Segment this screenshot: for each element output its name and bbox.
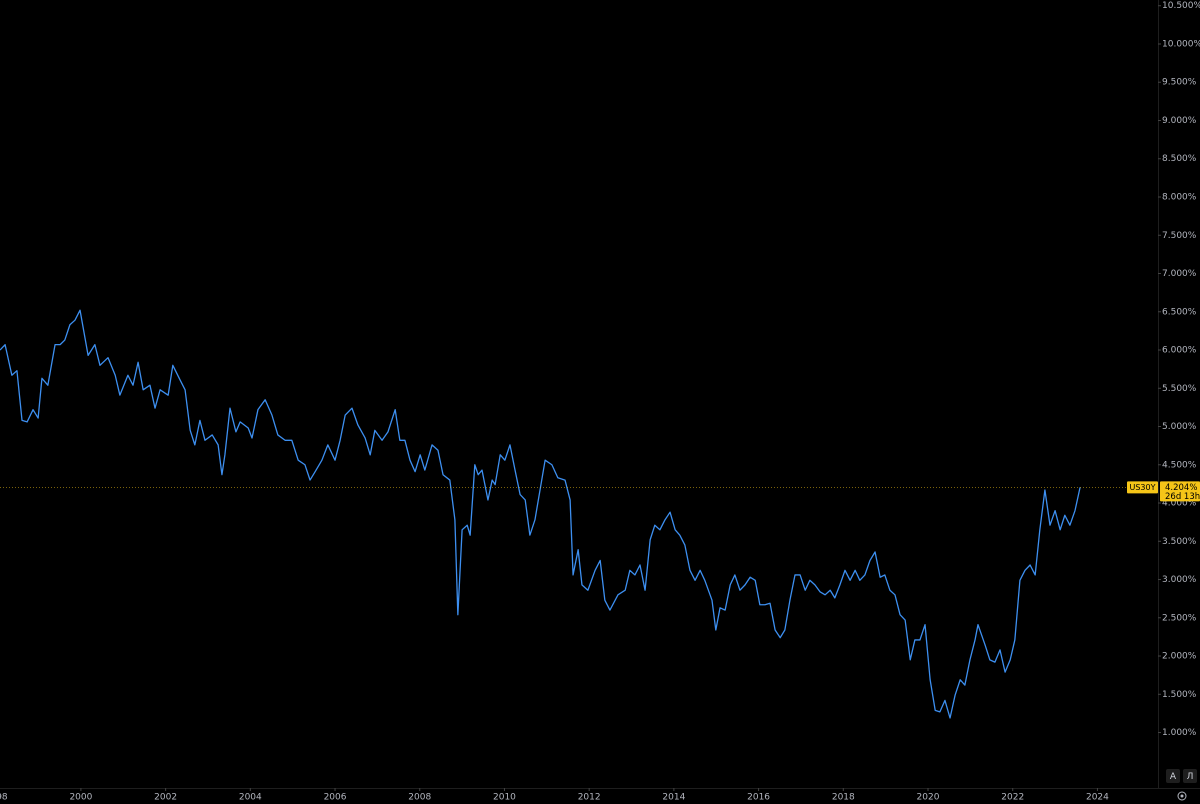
x-tick-label: 2024	[1086, 793, 1109, 803]
scale-button[interactable]	[1183, 769, 1197, 783]
y-tick-label: 5.000%	[1162, 422, 1197, 432]
x-tick-label: 2006	[324, 793, 347, 803]
y-tick-label: 8.500%	[1162, 154, 1197, 164]
y-tick-label: 8.000%	[1162, 193, 1197, 203]
x-tick-label: 2008	[408, 793, 431, 803]
y-tick-label: 2.000%	[1162, 652, 1197, 662]
y-tick-label: 3.000%	[1162, 575, 1197, 585]
symbol-label-bg	[1127, 481, 1158, 494]
y-tick-label: 4.000%	[1162, 499, 1197, 509]
scale-button-label[interactable]: Л	[1187, 772, 1194, 782]
y-tick-label: 10.500%	[1162, 1, 1200, 11]
symbol-label: US30Y	[1130, 483, 1156, 492]
x-tick-label: 2022	[1001, 793, 1024, 803]
x-tick-label: 2012	[578, 793, 601, 803]
x-tick-label: 2014	[662, 793, 685, 803]
countdown-label: 26d 13h	[1165, 492, 1200, 502]
price-label-bg	[1160, 481, 1200, 502]
scale-button-label[interactable]: A	[1170, 772, 1177, 782]
x-tick-label: 2020	[917, 793, 940, 803]
y-tick-label: 10.000%	[1162, 39, 1200, 49]
y-tick-label: 9.000%	[1162, 116, 1197, 126]
y-tick-label: 7.000%	[1162, 269, 1197, 279]
price-line-series	[0, 309, 1081, 719]
y-tick-label: 1.000%	[1162, 728, 1197, 738]
x-tick-label: 2004	[239, 793, 262, 803]
y-tick-label: 2.500%	[1162, 613, 1197, 623]
y-tick-label: 4.500%	[1162, 460, 1197, 470]
x-tick-label: 1998	[0, 793, 8, 803]
x-tick-label: 2002	[154, 793, 177, 803]
y-tick-label: 5.500%	[1162, 384, 1197, 394]
y-tick-label: 7.500%	[1162, 231, 1197, 241]
y-tick-label: 6.000%	[1162, 346, 1197, 356]
x-tick-label: 2000	[69, 793, 92, 803]
y-tick-label: 9.500%	[1162, 78, 1197, 88]
settings-icon[interactable]	[1177, 791, 1187, 801]
y-tick-label: 1.500%	[1162, 690, 1197, 700]
y-tick-label: 3.500%	[1162, 537, 1197, 547]
settings-icon-dot	[1180, 794, 1184, 798]
scale-button[interactable]	[1166, 769, 1180, 783]
x-tick-label: 2010	[493, 793, 516, 803]
price-label: 4.204%	[1165, 483, 1197, 493]
x-tick-label: 2016	[747, 793, 770, 803]
y-tick-label: 6.500%	[1162, 307, 1197, 317]
x-tick-label: 2018	[832, 793, 855, 803]
